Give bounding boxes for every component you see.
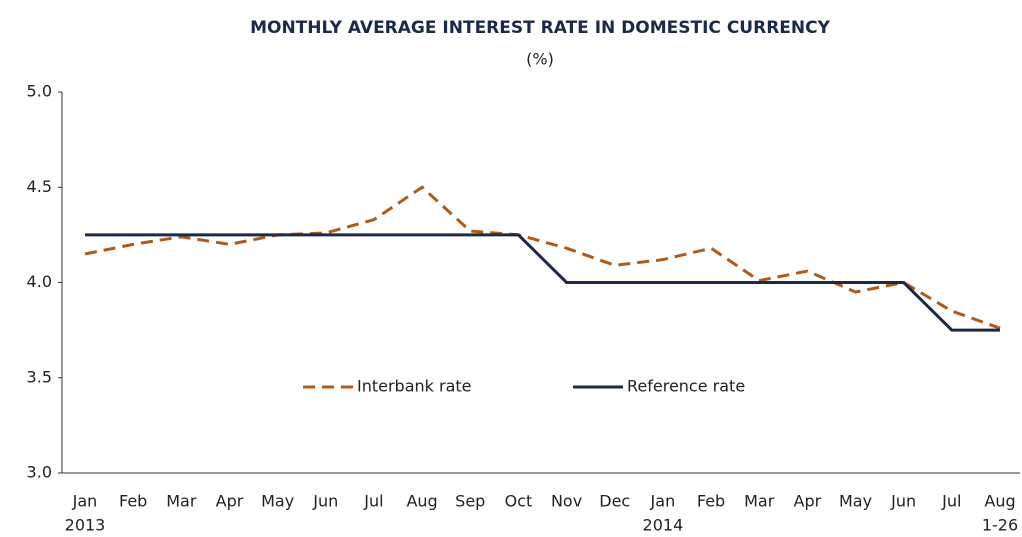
y-tick-label: 4.5 <box>27 177 52 196</box>
x-tick-label: Mar <box>744 492 775 511</box>
series-line <box>85 233 1000 332</box>
x-tick-label: Jun <box>890 492 916 511</box>
x-tick-sublabel: 1-26 <box>982 516 1018 535</box>
x-tick-label: Feb <box>697 492 725 511</box>
legend-label: Reference rate <box>627 377 745 396</box>
x-tick-label: May <box>261 492 294 511</box>
x-tick-sublabel: 2013 <box>65 516 106 535</box>
chart-subtitle: (%) <box>526 50 554 69</box>
x-tick-label: Jan <box>650 492 676 511</box>
x-tick-label: Apr <box>216 492 244 511</box>
y-tick-label: 4.0 <box>27 272 52 291</box>
x-tick-label: Nov <box>551 492 582 511</box>
x-tick-label: Feb <box>119 492 147 511</box>
x-tick-label: Aug <box>984 492 1015 511</box>
series-line <box>84 185 1001 330</box>
chart-title: MONTHLY AVERAGE INTEREST RATE IN DOMESTI… <box>250 18 831 38</box>
x-tick-label: Apr <box>794 492 822 511</box>
x-tick-label: Oct <box>505 492 533 511</box>
x-tick-label: Jul <box>941 492 961 511</box>
y-tick-label: 3.0 <box>27 463 52 482</box>
x-tick-label: Mar <box>166 492 197 511</box>
x-tick-label: Jun <box>312 492 338 511</box>
x-tick-label: Sep <box>455 492 485 511</box>
x-tick-label: Jan <box>72 492 98 511</box>
x-tick-label: May <box>839 492 872 511</box>
x-tick-label: Dec <box>599 492 630 511</box>
x-tick-sublabel: 2014 <box>643 516 684 535</box>
y-tick-label: 5.0 <box>27 82 52 101</box>
legend-label: Interbank rate <box>357 377 472 396</box>
y-tick-label: 3.5 <box>27 367 52 386</box>
x-tick-label: Aug <box>406 492 437 511</box>
x-tick-label: Jul <box>363 492 383 511</box>
